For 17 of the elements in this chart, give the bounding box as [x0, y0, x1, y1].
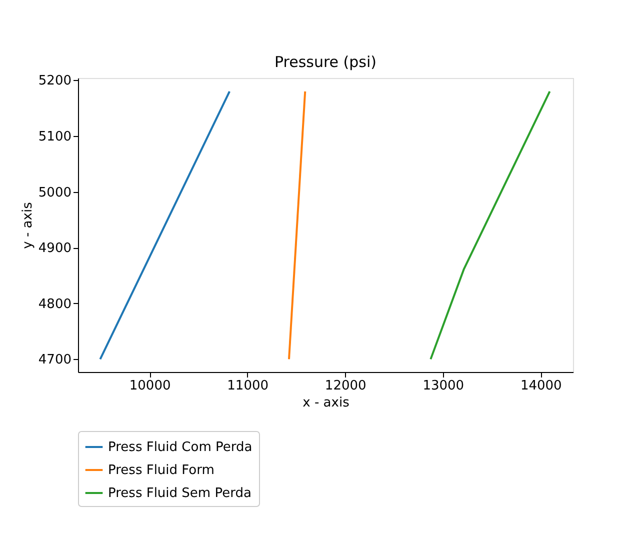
y-tick-label: 5200 — [38, 74, 72, 89]
x-tick-label: 14000 — [520, 378, 562, 394]
x-axis-title: x - axis — [302, 396, 350, 410]
x-tick-label: 12000 — [324, 378, 366, 394]
y-tick-label: 4900 — [38, 241, 72, 256]
legend-label: Press Fluid Sem Perda — [108, 486, 252, 501]
y-axis-title: y - axis — [20, 202, 36, 249]
chart-title: Pressure (psi) — [274, 53, 377, 72]
y-tick-label: 5000 — [38, 185, 72, 200]
y-tick-label: 5100 — [38, 130, 72, 145]
y-tick-label: 4700 — [38, 352, 72, 368]
y-tick-label: 4800 — [38, 296, 72, 312]
x-tick-label: 11000 — [227, 378, 269, 394]
x-tick-label: 10000 — [129, 378, 171, 394]
legend-label: Press Fluid Form — [108, 463, 214, 478]
legend-label: Press Fluid Com Perda — [108, 440, 252, 455]
x-tick-label: 13000 — [422, 378, 464, 394]
